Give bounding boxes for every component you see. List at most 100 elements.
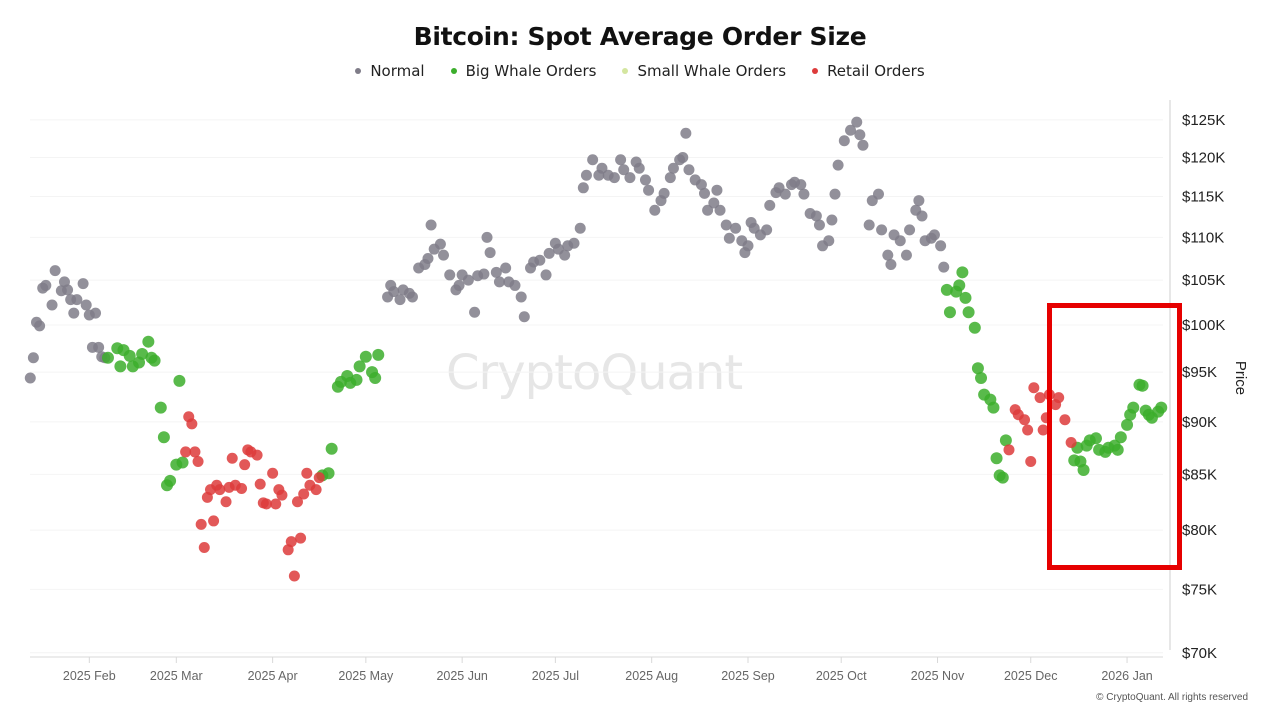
data-point-normal[interactable] — [639, 174, 651, 186]
data-point-normal[interactable] — [723, 232, 735, 244]
data-point-retail-orders[interactable] — [1059, 414, 1071, 426]
data-point-retail-orders[interactable] — [226, 452, 238, 464]
legend-item-retail[interactable]: Retail Orders — [812, 62, 925, 80]
data-point-normal[interactable] — [894, 235, 906, 247]
data-point-normal[interactable] — [425, 219, 437, 231]
data-point-normal[interactable] — [580, 169, 592, 181]
legend-item-big-whale[interactable]: Big Whale Orders — [450, 62, 596, 80]
data-point-normal[interactable] — [838, 135, 850, 147]
data-point-retail-orders[interactable] — [1019, 414, 1031, 426]
data-point-normal[interactable] — [658, 187, 670, 199]
data-point-retail-orders[interactable] — [186, 418, 198, 430]
data-point-normal[interactable] — [720, 219, 732, 231]
data-point-big-whale-orders[interactable] — [999, 434, 1012, 447]
data-point-normal[interactable] — [469, 306, 481, 318]
data-point-normal[interactable] — [509, 279, 521, 291]
data-point-big-whale-orders[interactable] — [953, 279, 966, 292]
data-point-big-whale-orders[interactable] — [176, 456, 189, 469]
data-point-normal[interactable] — [708, 197, 720, 209]
data-point-big-whale-orders[interactable] — [157, 431, 170, 444]
data-point-normal[interactable] — [422, 253, 434, 265]
data-point-big-whale-orders[interactable] — [173, 374, 186, 387]
data-point-normal[interactable] — [574, 222, 586, 234]
data-point-big-whale-orders[interactable] — [975, 371, 988, 384]
data-point-normal[interactable] — [90, 307, 102, 319]
data-point-normal[interactable] — [577, 182, 589, 194]
data-point-normal[interactable] — [872, 188, 884, 200]
data-point-normal[interactable] — [500, 262, 512, 274]
data-point-normal[interactable] — [615, 154, 627, 166]
data-point-normal[interactable] — [863, 219, 875, 231]
data-point-retail-orders[interactable] — [270, 498, 282, 510]
data-point-retail-orders[interactable] — [239, 459, 251, 471]
data-point-normal[interactable] — [568, 237, 580, 249]
data-point-normal[interactable] — [823, 235, 835, 247]
data-point-retail-orders[interactable] — [189, 446, 201, 458]
legend-item-small-whale[interactable]: Small Whale Orders — [622, 62, 786, 80]
data-point-normal[interactable] — [62, 284, 74, 296]
data-point-retail-orders[interactable] — [236, 483, 248, 495]
data-point-retail-orders[interactable] — [1003, 444, 1015, 456]
data-point-normal[interactable] — [77, 278, 89, 290]
data-point-normal[interactable] — [764, 199, 776, 211]
data-point-normal[interactable] — [618, 164, 630, 176]
data-point-retail-orders[interactable] — [251, 449, 263, 461]
data-point-normal[interactable] — [34, 320, 46, 332]
data-point-normal[interactable] — [810, 210, 822, 222]
data-point-normal[interactable] — [515, 291, 527, 303]
data-point-normal[interactable] — [882, 249, 894, 261]
data-point-normal[interactable] — [695, 179, 707, 191]
data-point-big-whale-orders[interactable] — [959, 291, 972, 304]
data-point-retail-orders[interactable] — [1025, 455, 1037, 467]
data-point-normal[interactable] — [438, 249, 450, 261]
data-point-retail-orders[interactable] — [1034, 392, 1046, 404]
legend-item-normal[interactable]: Normal — [355, 62, 425, 80]
data-point-normal[interactable] — [779, 188, 791, 200]
data-point-normal[interactable] — [388, 286, 400, 298]
data-point-normal[interactable] — [885, 259, 897, 271]
data-point-big-whale-orders[interactable] — [1136, 379, 1149, 392]
data-point-retail-orders[interactable] — [291, 496, 303, 508]
data-point-big-whale-orders[interactable] — [123, 349, 136, 362]
data-point-big-whale-orders[interactable] — [996, 471, 1009, 484]
data-point-normal[interactable] — [699, 187, 711, 199]
data-point-retail-orders[interactable] — [195, 518, 207, 530]
data-point-retail-orders[interactable] — [1065, 436, 1077, 448]
data-point-normal[interactable] — [540, 269, 552, 281]
data-point-normal[interactable] — [40, 279, 52, 291]
data-point-normal[interactable] — [913, 195, 925, 207]
data-point-normal[interactable] — [481, 231, 493, 243]
data-point-normal[interactable] — [730, 222, 742, 234]
data-point-retail-orders[interactable] — [260, 498, 272, 510]
data-point-normal[interactable] — [46, 299, 58, 311]
data-point-retail-orders[interactable] — [313, 472, 325, 484]
data-point-big-whale-orders[interactable] — [359, 350, 372, 363]
data-point-big-whale-orders[interactable] — [101, 351, 114, 364]
data-point-normal[interactable] — [68, 307, 80, 319]
data-point-normal[interactable] — [643, 184, 655, 196]
data-point-normal[interactable] — [27, 352, 39, 364]
data-point-normal[interactable] — [742, 240, 754, 252]
data-point-retail-orders[interactable] — [180, 446, 192, 458]
data-point-normal[interactable] — [493, 276, 505, 288]
data-point-normal[interactable] — [587, 154, 599, 166]
data-point-normal[interactable] — [462, 274, 474, 286]
data-point-normal[interactable] — [928, 229, 940, 241]
data-point-normal[interactable] — [633, 162, 645, 174]
data-point-normal[interactable] — [394, 294, 406, 306]
data-point-normal[interactable] — [829, 188, 841, 200]
data-point-big-whale-orders[interactable] — [372, 348, 385, 361]
data-point-normal[interactable] — [453, 279, 465, 291]
data-point-normal[interactable] — [518, 311, 530, 323]
data-point-normal[interactable] — [761, 224, 773, 236]
data-point-normal[interactable] — [667, 162, 679, 174]
data-point-big-whale-orders[interactable] — [1114, 431, 1127, 444]
data-point-normal[interactable] — [900, 249, 912, 261]
data-point-big-whale-orders[interactable] — [962, 306, 975, 319]
data-point-big-whale-orders[interactable] — [940, 283, 953, 296]
data-point-big-whale-orders[interactable] — [369, 371, 382, 384]
data-point-retail-orders[interactable] — [214, 484, 226, 496]
data-point-retail-orders[interactable] — [208, 515, 220, 527]
data-point-normal[interactable] — [845, 124, 857, 136]
data-point-retail-orders[interactable] — [310, 484, 322, 496]
